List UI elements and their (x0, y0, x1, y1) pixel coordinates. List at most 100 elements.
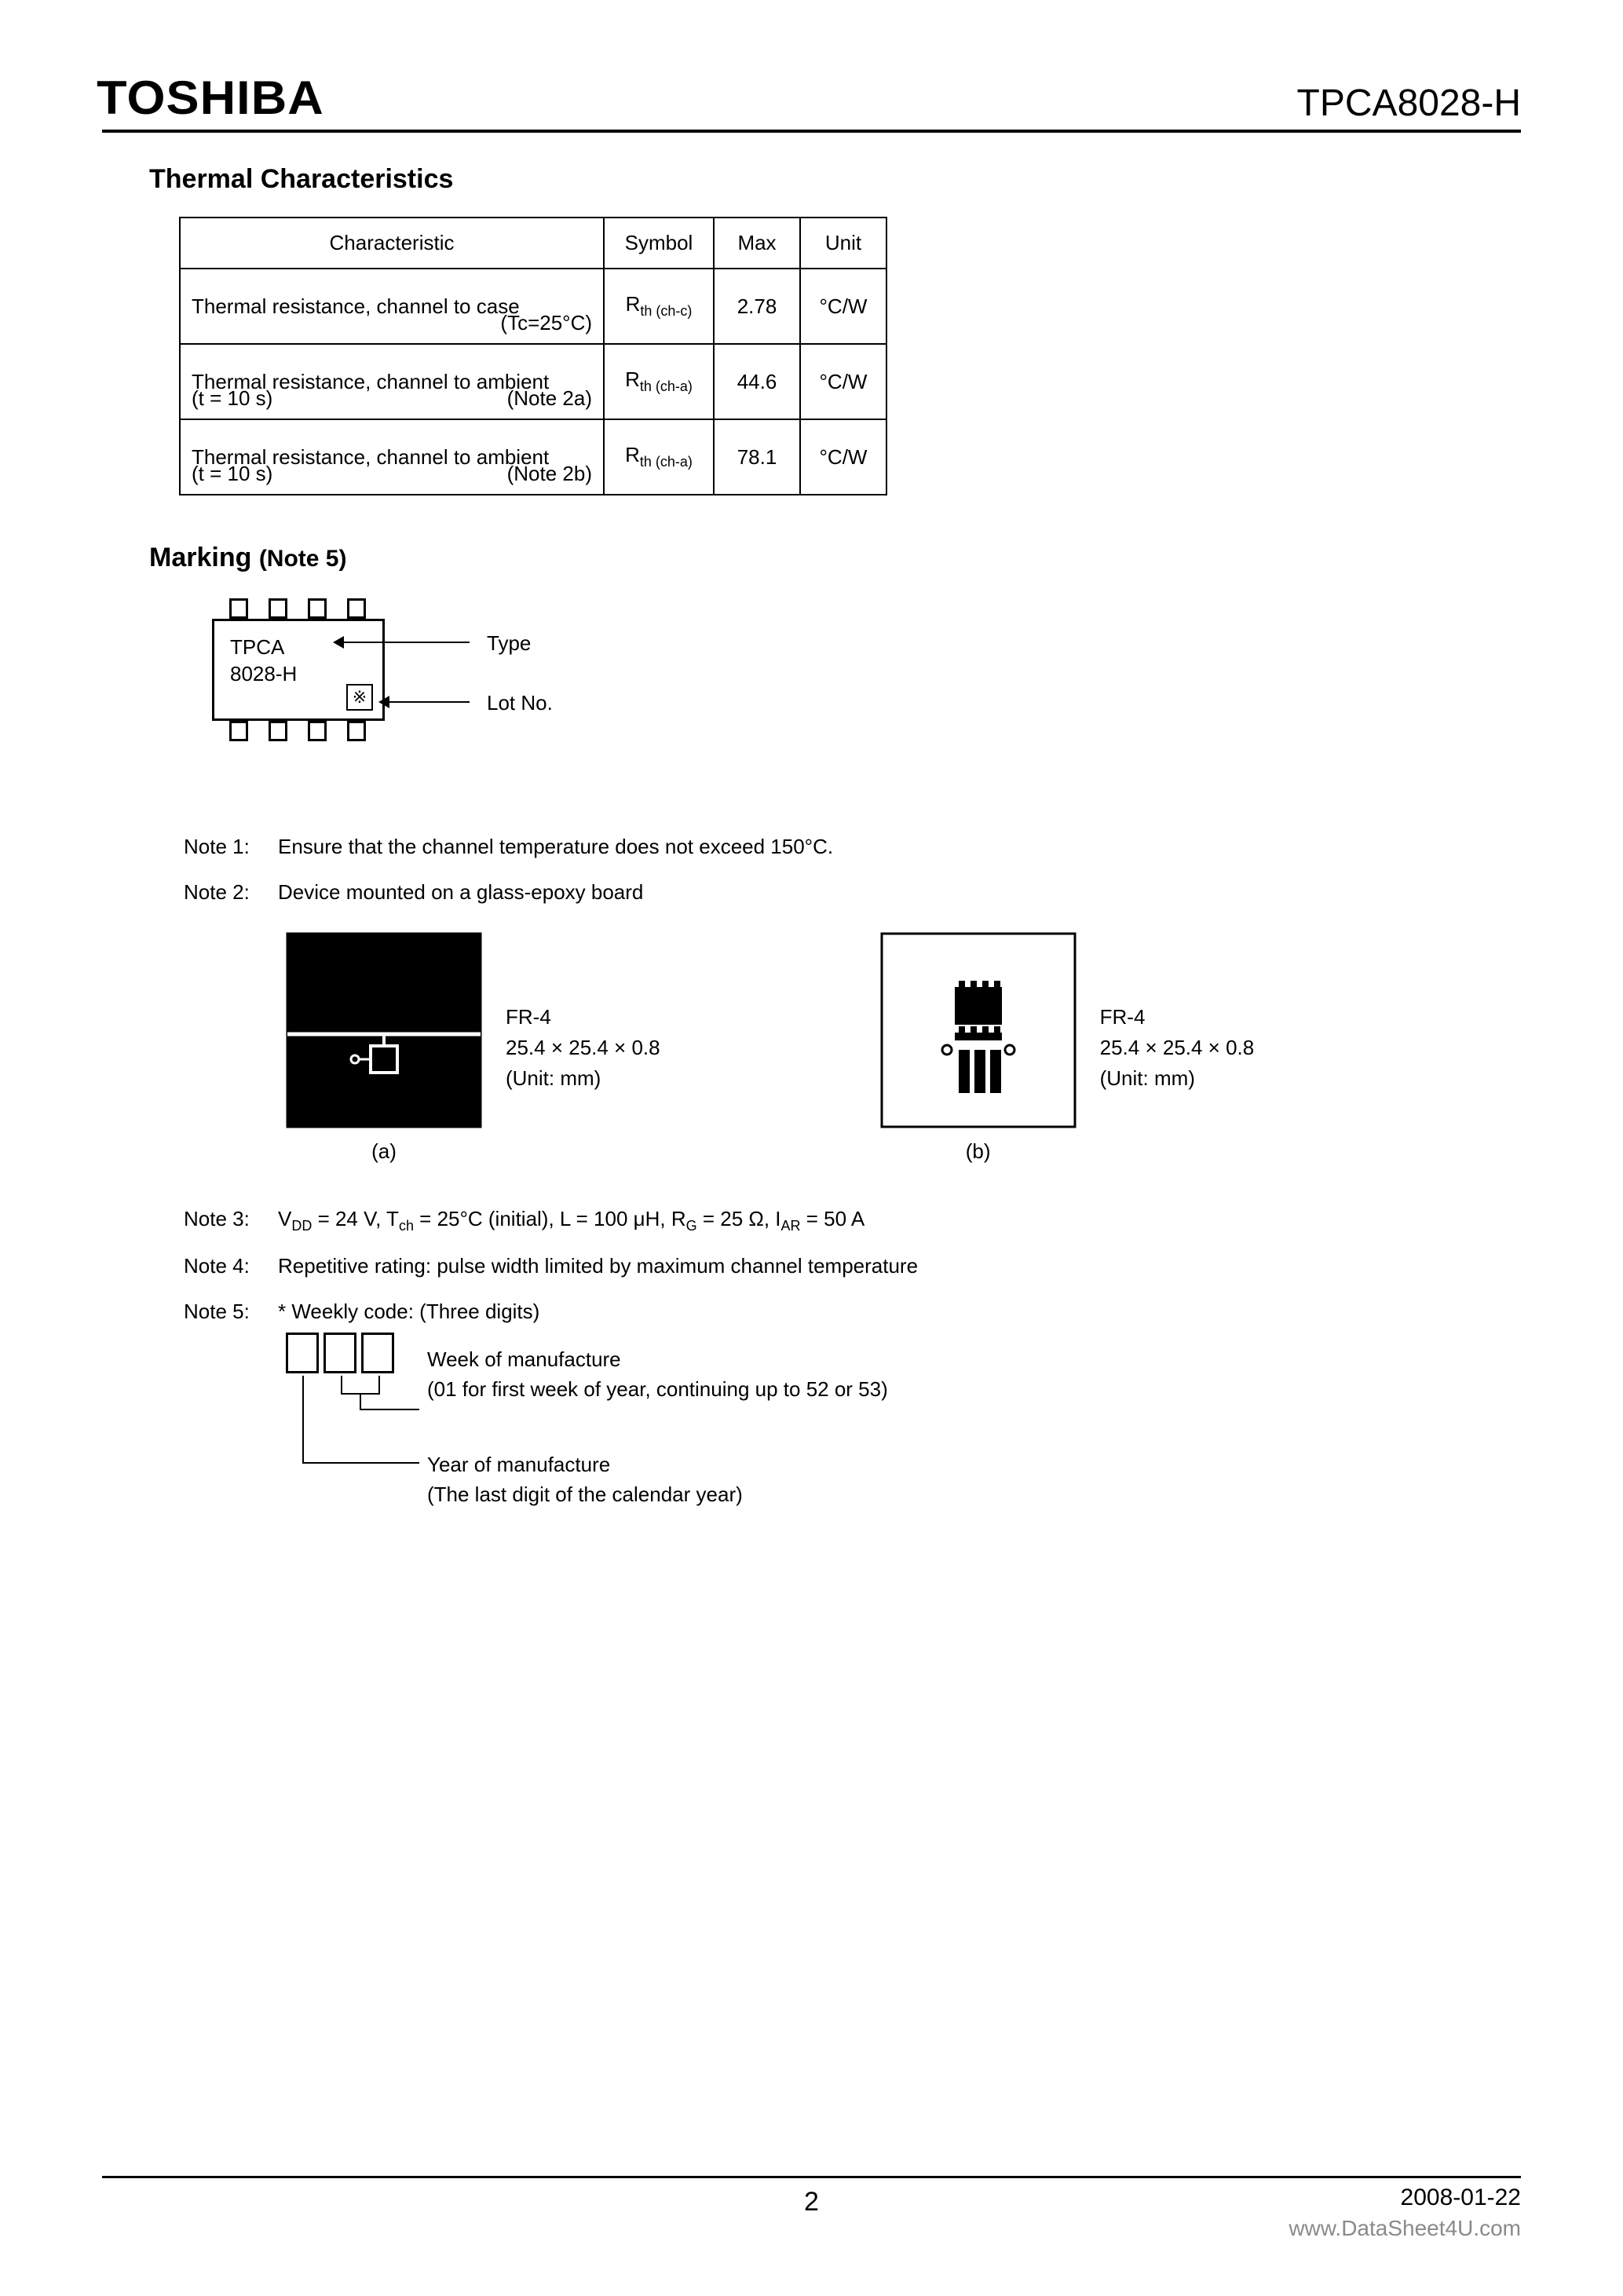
weekly-diagram: Week of manufacture (01 for first week o… (286, 1333, 1490, 1513)
notes-section: Note 1: Ensure that the channel temperat… (184, 831, 1490, 1513)
weekly-l4: (The last digit of the calendar year) (427, 1480, 743, 1510)
board-desc-l2: 25.4 × 25.4 × 0.8 (506, 1033, 660, 1063)
board-b-caption: (b) (880, 1139, 1077, 1164)
note-body: * Weekly code: (Three digits) (278, 1296, 1490, 1329)
footer-site: www.DataSheet4U.com (1289, 2216, 1521, 2241)
page-header: TOSHIBA TPCA8028-H (102, 71, 1521, 133)
bracket-line (302, 1376, 304, 1462)
bracket-line (378, 1376, 380, 1393)
chip-pin-icon (308, 721, 327, 741)
thermal-heading: Thermal Characteristics (149, 164, 1490, 195)
weekly-l1: Week of manufacture (427, 1345, 621, 1375)
unit-cell: °C/W (800, 419, 886, 495)
board-b-block: (b) FR-4 25.4 × 25.4 × 0.8 (Unit: mm) (880, 932, 1255, 1164)
weekly-l2: (01 for first week of year, continuing u… (427, 1375, 888, 1405)
symbol-cell: Rth (ch-c) (604, 269, 714, 344)
board-a-desc: FR-4 25.4 × 25.4 × 0.8 (Unit: mm) (506, 1002, 660, 1094)
symbol-sub: th (ch-a) (640, 455, 693, 470)
footer-date: 2008-01-22 (1401, 2184, 1521, 2211)
note-label: Note 4: (184, 1250, 278, 1283)
board-a: (a) (286, 932, 482, 1164)
mounting-boards: (a) FR-4 25.4 × 25.4 × 0.8 (Unit: mm) (286, 932, 1490, 1164)
bracket-line (360, 1409, 419, 1410)
note-label: Note 5: (184, 1296, 278, 1329)
board-a-caption: (a) (286, 1139, 482, 1164)
board-a-block: (a) FR-4 25.4 × 25.4 × 0.8 (Unit: mm) (286, 932, 660, 1164)
col-characteristic: Characteristic (180, 218, 604, 269)
board-a-icon (286, 932, 482, 1128)
symbol-base: R (626, 292, 641, 316)
arrow-line (344, 642, 470, 643)
board-desc-l1: FR-4 (506, 1002, 660, 1033)
chip-text-line1: TPCA (230, 635, 284, 660)
marking-heading: Marking (Note 5) (149, 543, 1490, 573)
col-unit: Unit (800, 218, 886, 269)
thermal-table: Characteristic Symbol Max Unit Thermal r… (179, 217, 887, 495)
chip-pin-icon (269, 598, 287, 619)
board-desc-l3: (Unit: mm) (1100, 1063, 1255, 1094)
page-content: Thermal Characteristics Characteristic S… (102, 164, 1521, 1513)
page-number: 2 (0, 2187, 1623, 2217)
lot-symbol: ※ (353, 689, 367, 706)
chip-body: TPCA 8028-H ※ (212, 619, 385, 721)
char-cell: Thermal resistance, channel to ambient (… (180, 419, 604, 495)
chip-text-line2: 8028-H (230, 662, 297, 686)
chip-pin-icon (229, 598, 248, 619)
symbol-base: R (625, 443, 640, 466)
note-label: Note 2: (184, 876, 278, 909)
note-2: Note 2: Device mounted on a glass-epoxy … (184, 876, 1490, 909)
note-label: Note 1: (184, 831, 278, 864)
arrow-icon (378, 696, 389, 708)
arrow-line (389, 701, 470, 703)
digit-box-icon (324, 1333, 356, 1373)
symbol-sub: th (ch-a) (640, 379, 693, 395)
board-b: (b) (880, 932, 1077, 1164)
char-cell: Thermal resistance, channel to ambient (… (180, 344, 604, 419)
board-desc-l3: (Unit: mm) (506, 1063, 660, 1094)
table-row: Thermal resistance, channel to case (Tc=… (180, 269, 886, 344)
max-cell: 44.6 (714, 344, 800, 419)
symbol-cell: Rth (ch-a) (604, 419, 714, 495)
note-body: Ensure that the channel temperature does… (278, 831, 1490, 864)
table-row: Thermal resistance, channel to ambient (… (180, 419, 886, 495)
symbol-sub: th (ch-c) (640, 304, 692, 320)
datasheet-page: TOSHIBA TPCA8028-H Thermal Characteristi… (0, 0, 1623, 2296)
chip-pin-icon (269, 721, 287, 741)
arrow-icon (333, 636, 344, 649)
note-label: Note 3: (184, 1203, 278, 1238)
board-b-desc: FR-4 25.4 × 25.4 × 0.8 (Unit: mm) (1100, 1002, 1255, 1094)
char-sub-right: (Tc=25°C) (500, 311, 592, 335)
max-cell: 78.1 (714, 419, 800, 495)
chip-pin-icon (229, 721, 248, 741)
digit-box-icon (286, 1333, 319, 1373)
note-4: Note 4: Repetitive rating: pulse width l… (184, 1250, 1490, 1283)
unit-cell: °C/W (800, 344, 886, 419)
char-sub-right: (Note 2b) (507, 462, 592, 486)
bracket-line (302, 1462, 419, 1464)
note-3: Note 3: VDD = 24 V, Tch = 25°C (initial)… (184, 1203, 1490, 1238)
board-b-icon (880, 932, 1077, 1128)
footer-rule (102, 2176, 1521, 2178)
bracket-line (341, 1376, 342, 1393)
char-sub-right: (Note 2a) (507, 386, 592, 411)
note-body: VDD = 24 V, Tch = 25°C (initial), L = 10… (278, 1203, 1490, 1238)
chip-pin-icon (347, 721, 366, 741)
brand-logo: TOSHIBA (97, 71, 324, 125)
marking-heading-note: (Note 5) (259, 546, 347, 572)
col-max: Max (714, 218, 800, 269)
char-cell: Thermal resistance, channel to case (Tc=… (180, 269, 604, 344)
marking-heading-text: Marking (149, 543, 251, 572)
table-header-row: Characteristic Symbol Max Unit (180, 218, 886, 269)
col-symbol: Symbol (604, 218, 714, 269)
board-desc-l1: FR-4 (1100, 1002, 1255, 1033)
chip-pin-icon (308, 598, 327, 619)
digit-box-icon (361, 1333, 394, 1373)
max-cell: 2.78 (714, 269, 800, 344)
note-5: Note 5: * Weekly code: (Three digits) (184, 1296, 1490, 1329)
symbol-base: R (625, 367, 640, 391)
chip-pin-icon (347, 598, 366, 619)
note-body: Repetitive rating: pulse width limited b… (278, 1250, 1490, 1283)
table-row: Thermal resistance, channel to ambient (… (180, 344, 886, 419)
symbol-cell: Rth (ch-a) (604, 344, 714, 419)
label-lot: Lot No. (487, 691, 553, 715)
